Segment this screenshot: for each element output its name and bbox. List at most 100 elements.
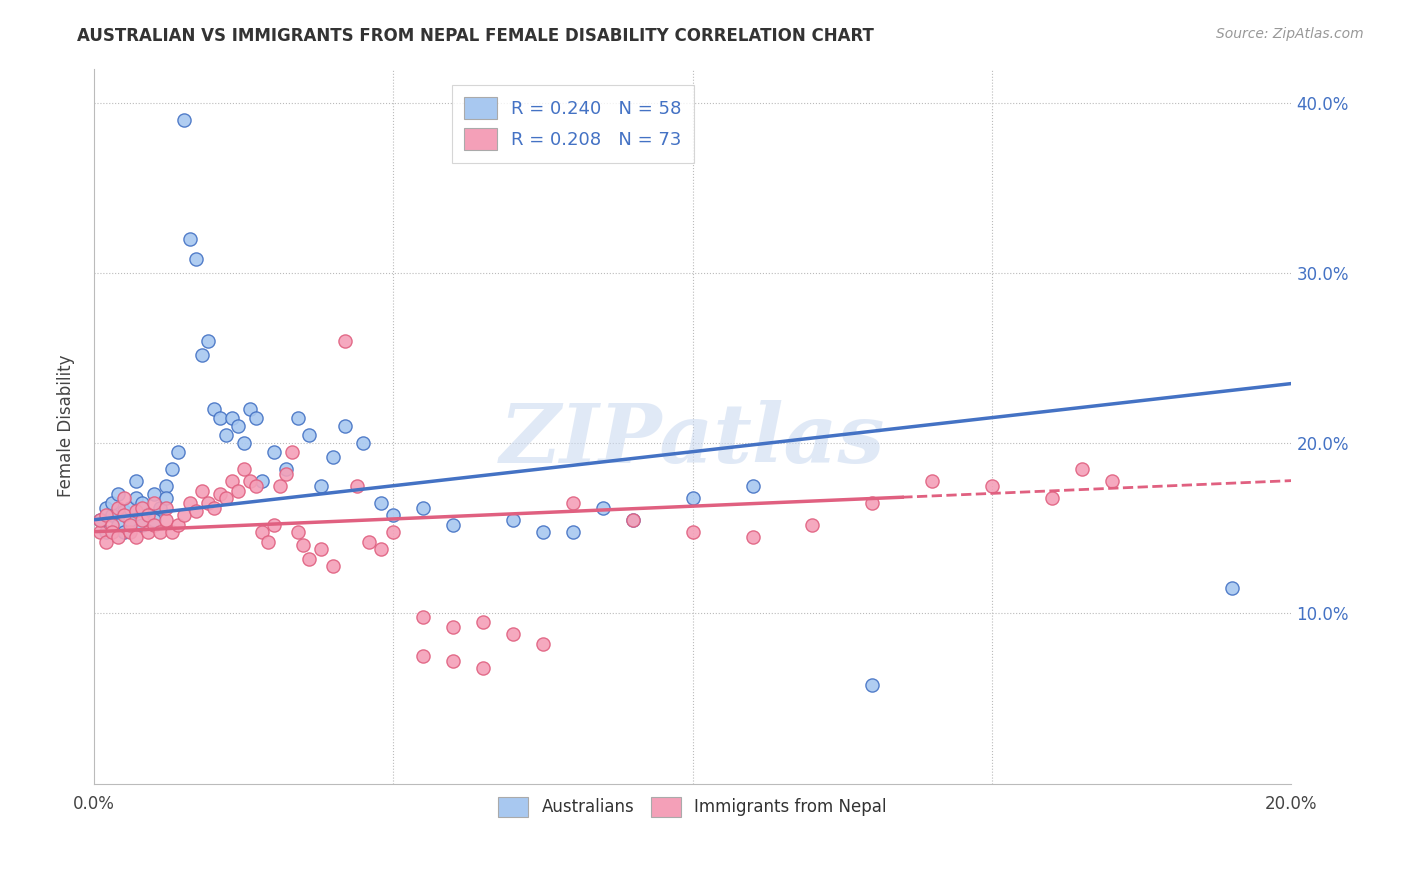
Point (208, 487, 231, 501)
Point (197, 334, 219, 348)
Text: ZIPatlas: ZIPatlas (501, 401, 886, 481)
Point (214, 491, 236, 505)
Point (298, 427, 321, 442)
Point (346, 479, 368, 493)
Point (155, 500, 177, 515)
Point (412, 648, 434, 663)
Point (382, 508, 405, 522)
Point (981, 479, 1004, 493)
Point (682, 491, 704, 505)
Point (472, 661, 495, 675)
Point (531, 524, 554, 539)
Point (335, 334, 357, 348)
Point (226, 419, 249, 434)
Point (311, 479, 333, 493)
Point (412, 610, 434, 624)
Point (197, 496, 219, 510)
Point (412, 500, 434, 515)
Point (166, 444, 188, 458)
Point (155, 479, 177, 493)
Point (263, 444, 285, 458)
Point (441, 517, 464, 532)
Point (131, 513, 153, 527)
Point (202, 500, 225, 515)
Point (245, 410, 267, 425)
Point (202, 402, 225, 417)
Legend: Australians, Immigrants from Nepal: Australians, Immigrants from Nepal (491, 789, 896, 825)
Point (274, 467, 297, 481)
Point (370, 541, 392, 556)
Point (125, 504, 148, 518)
Point (101, 508, 124, 522)
Point (232, 436, 254, 450)
Point (250, 474, 273, 488)
Point (298, 552, 321, 566)
Point (160, 461, 183, 475)
Point (107, 487, 129, 501)
Point (131, 496, 153, 510)
Point (592, 500, 614, 515)
Point (125, 491, 148, 505)
Point (136, 524, 159, 539)
Point (382, 524, 405, 539)
Point (561, 524, 583, 539)
Point (256, 535, 278, 549)
Point (142, 513, 165, 527)
Text: AUSTRALIAN VS IMMIGRANTS FROM NEPAL FEMALE DISABILITY CORRELATION CHART: AUSTRALIAN VS IMMIGRANTS FROM NEPAL FEMA… (77, 27, 875, 45)
Point (101, 517, 124, 532)
Point (184, 252, 207, 267)
Point (149, 500, 172, 515)
Point (226, 483, 249, 498)
Point (741, 479, 763, 493)
Point (118, 524, 141, 539)
Point (472, 615, 495, 629)
Point (89, 513, 111, 527)
Point (125, 474, 148, 488)
Point (149, 524, 172, 539)
Point (190, 348, 212, 362)
Point (107, 500, 129, 515)
Point (287, 524, 309, 539)
Point (131, 517, 153, 532)
Point (166, 517, 188, 532)
Point (359, 535, 381, 549)
Text: Source: ZipAtlas.com: Source: ZipAtlas.com (1216, 27, 1364, 41)
Point (502, 513, 524, 527)
Point (370, 496, 392, 510)
Point (118, 513, 141, 527)
Point (190, 483, 212, 498)
Point (274, 461, 297, 475)
Point (741, 530, 763, 544)
Point (155, 513, 177, 527)
Point (160, 524, 183, 539)
Point (118, 500, 141, 515)
Point (221, 410, 243, 425)
Point (94, 500, 117, 515)
Point (531, 637, 554, 651)
Point (184, 504, 207, 518)
Point (860, 496, 883, 510)
Point (101, 524, 124, 539)
Point (112, 491, 135, 505)
Point (441, 620, 464, 634)
Point (682, 524, 704, 539)
Point (335, 419, 357, 434)
Point (142, 517, 165, 532)
Point (179, 496, 201, 510)
Point (263, 517, 285, 532)
Point (1070, 461, 1092, 475)
Point (101, 496, 124, 510)
Point (208, 410, 231, 425)
Point (94, 535, 117, 549)
Point (561, 496, 583, 510)
Point (322, 450, 344, 464)
Point (94, 508, 117, 522)
Point (1040, 491, 1063, 505)
Point (142, 496, 165, 510)
Point (502, 627, 524, 641)
Point (250, 524, 273, 539)
Point (142, 487, 165, 501)
Point (107, 517, 129, 532)
Point (1101, 474, 1123, 488)
Point (89, 524, 111, 539)
